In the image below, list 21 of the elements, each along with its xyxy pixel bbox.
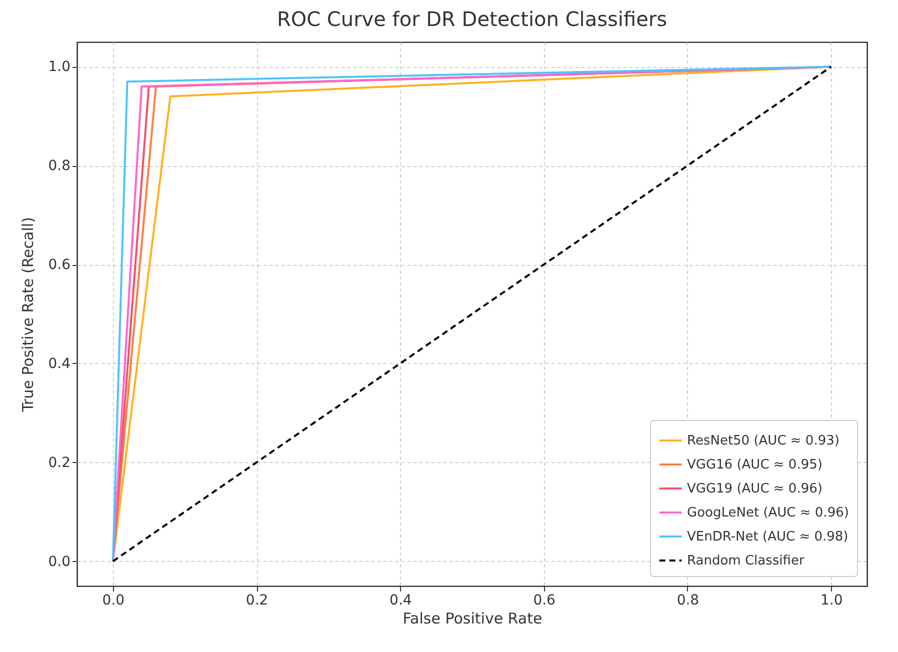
y-tick-label: 0.0 xyxy=(48,554,70,570)
y-axis-title: True Positive Rate (Recall) xyxy=(19,217,38,413)
y-tick-label: 0.6 xyxy=(48,257,71,274)
chart-title: ROC Curve for DR Detection Classifiers xyxy=(276,7,668,31)
x-tick-label: 0.4 xyxy=(390,592,412,608)
legend-label: Random Classifier xyxy=(687,554,805,568)
legend-label: VGG16 (AUC ≈ 0.95) xyxy=(687,458,822,472)
x-tick-label: 0.6 xyxy=(533,592,556,608)
y-tick-label: 0.8 xyxy=(48,158,70,174)
x-tick-label: 0.8 xyxy=(676,592,700,608)
y-tick-label: 0.4 xyxy=(48,356,71,372)
x-tick-label: 0.2 xyxy=(246,592,268,608)
legend-label: GoogLeNet (AUC ≈ 0.96) xyxy=(687,506,849,520)
y-tick-label: 1.0 xyxy=(48,59,70,76)
x-tick-label: 1.0 xyxy=(820,592,843,608)
legend-label: VEnDR-Net (AUC ≈ 0.98) xyxy=(687,530,848,544)
x-axis-title: False Positive Rate xyxy=(402,610,542,628)
legend-label: ResNet50 (AUC ≈ 0.93) xyxy=(687,434,840,448)
y-tick-label: 0.2 xyxy=(48,454,70,471)
legend-label: VGG19 (AUC ≈ 0.96) xyxy=(687,482,822,496)
x-tick-label: 0.0 xyxy=(102,592,125,608)
